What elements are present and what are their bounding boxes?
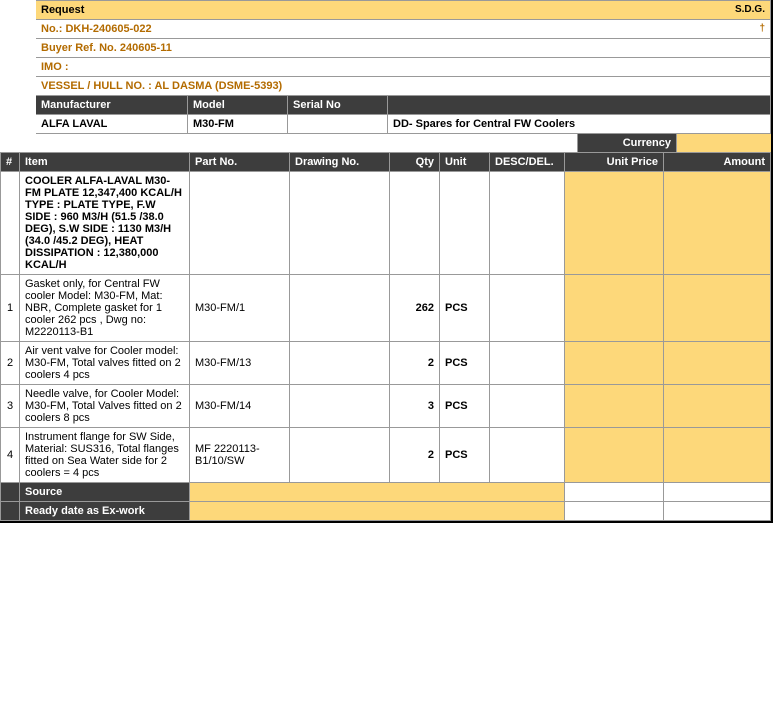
- row-item: Air vent valve for Cooler model: M30-FM,…: [20, 342, 190, 385]
- row-qty: 262: [390, 275, 440, 342]
- table-row: 2Air vent valve for Cooler model: M30-FM…: [1, 342, 771, 385]
- row-desc: [490, 385, 565, 428]
- row-item: Needle valve, for Cooler Model: M30-FM, …: [20, 385, 190, 428]
- row-num: 2: [1, 342, 20, 385]
- spec-desc: [490, 172, 565, 275]
- desc-value: DD- Spares for Central FW Coolers: [388, 115, 771, 133]
- row-desc: [490, 428, 565, 483]
- row-amount: [664, 428, 771, 483]
- col-item-header: Item: [20, 153, 190, 172]
- row-part: M30-FM/14: [190, 385, 290, 428]
- spec-unit: [440, 172, 490, 275]
- col-dwg-header: Drawing No.: [290, 153, 390, 172]
- currency-value: [677, 133, 771, 152]
- row-qty: 2: [390, 342, 440, 385]
- serial-header: Serial No: [288, 96, 388, 114]
- col-desc-header: DESC/DEL.: [490, 153, 565, 172]
- col-amount-header: Amount: [664, 153, 771, 172]
- row-price: [565, 342, 664, 385]
- source-row: Source: [1, 483, 771, 502]
- row-dwg: [290, 428, 390, 483]
- mfr-value-row: ALFA LAVAL M30-FM DD- Spares for Central…: [36, 114, 771, 133]
- currency-row: Currency: [36, 133, 771, 152]
- spec-item: COOLER ALFA-LAVAL M30-FM PLATE 12,347,40…: [20, 172, 190, 275]
- row-price: [565, 428, 664, 483]
- col-num-header: #: [1, 153, 20, 172]
- source-label: Source: [20, 483, 190, 502]
- table-header-row: # Item Part No. Drawing No. Qty Unit DES…: [1, 153, 771, 172]
- row-unit: PCS: [440, 428, 490, 483]
- vessel-row: VESSEL / HULL NO. : AL DASMA (DSME-5393): [36, 76, 771, 95]
- row-part: MF 2220113-B1/10/SW: [190, 428, 290, 483]
- row-price: [565, 385, 664, 428]
- spec-row: COOLER ALFA-LAVAL M30-FM PLATE 12,347,40…: [1, 172, 771, 275]
- row-dwg: [290, 342, 390, 385]
- serial-empty: [388, 96, 771, 114]
- row-dwg: [290, 275, 390, 342]
- dagger: †: [759, 23, 765, 35]
- no-label: No.: DKH-240605-022: [41, 23, 759, 35]
- table-row: 3Needle valve, for Cooler Model: M30-FM,…: [1, 385, 771, 428]
- row-num: 1: [1, 275, 20, 342]
- no-row: No.: DKH-240605-022 †: [36, 19, 771, 38]
- document-page: Request S.D.G. No.: DKH-240605-022 † Buy…: [0, 0, 773, 523]
- header-section: Request S.D.G. No.: DKH-240605-022 † Buy…: [36, 0, 771, 152]
- spec-part: [190, 172, 290, 275]
- source-amount: [664, 483, 771, 502]
- row-qty: 3: [390, 385, 440, 428]
- spec-amount: [664, 172, 771, 275]
- mfr-header-row: Manufacturer Model Serial No: [36, 95, 771, 114]
- ready-num: [1, 502, 20, 521]
- source-value: [190, 483, 565, 502]
- row-item: Instrument flange for SW Side, Material:…: [20, 428, 190, 483]
- mfr-value: ALFA LAVAL: [36, 115, 188, 133]
- model-header: Model: [188, 96, 288, 114]
- currency-spacer: [36, 133, 578, 152]
- row-amount: [664, 275, 771, 342]
- row-part: M30-FM/1: [190, 275, 290, 342]
- col-price-header: Unit Price: [565, 153, 664, 172]
- spec-qty: [390, 172, 440, 275]
- row-num: 3: [1, 385, 20, 428]
- buyer-ref-row: Buyer Ref. No. 240605-11: [36, 38, 771, 57]
- ready-value: [190, 502, 565, 521]
- spec-price: [565, 172, 664, 275]
- source-num: [1, 483, 20, 502]
- table-row: 4Instrument flange for SW Side, Material…: [1, 428, 771, 483]
- row-part: M30-FM/13: [190, 342, 290, 385]
- model-value: M30-FM: [188, 115, 288, 133]
- col-part-header: Part No.: [190, 153, 290, 172]
- row-num: 4: [1, 428, 20, 483]
- col-qty-header: Qty: [390, 153, 440, 172]
- request-label: Request: [41, 4, 735, 16]
- request-row: Request S.D.G.: [36, 0, 771, 19]
- table-row: 1Gasket only, for Central FW cooler Mode…: [1, 275, 771, 342]
- ready-row: Ready date as Ex-work: [1, 502, 771, 521]
- ready-label: Ready date as Ex-work: [20, 502, 190, 521]
- row-unit: PCS: [440, 385, 490, 428]
- spec-dwg: [290, 172, 390, 275]
- sdg-label: S.D.G.: [735, 4, 765, 16]
- serial-value: [288, 115, 388, 133]
- row-qty: 2: [390, 428, 440, 483]
- col-unit-header: Unit: [440, 153, 490, 172]
- ready-amount: [664, 502, 771, 521]
- source-price: [565, 483, 664, 502]
- ready-price: [565, 502, 664, 521]
- spec-num: [1, 172, 20, 275]
- row-dwg: [290, 385, 390, 428]
- row-amount: [664, 342, 771, 385]
- row-amount: [664, 385, 771, 428]
- items-table: # Item Part No. Drawing No. Qty Unit DES…: [0, 152, 771, 521]
- row-desc: [490, 275, 565, 342]
- row-unit: PCS: [440, 342, 490, 385]
- row-desc: [490, 342, 565, 385]
- mfr-header: Manufacturer: [36, 96, 188, 114]
- row-unit: PCS: [440, 275, 490, 342]
- row-item: Gasket only, for Central FW cooler Model…: [20, 275, 190, 342]
- row-price: [565, 275, 664, 342]
- currency-label: Currency: [578, 133, 677, 152]
- imo-row: IMO :: [36, 57, 771, 76]
